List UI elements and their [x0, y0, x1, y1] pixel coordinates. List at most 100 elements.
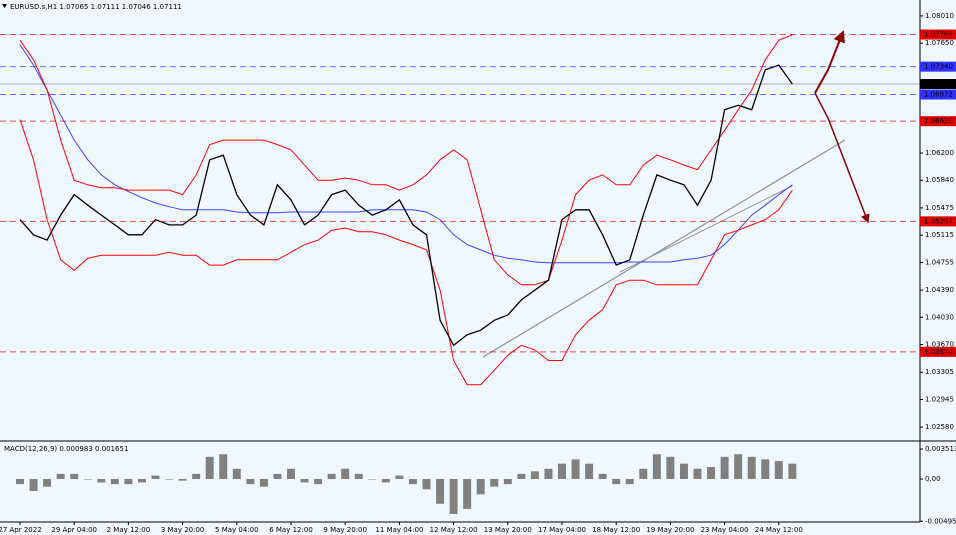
price-tag-label: 1.06620: [924, 117, 953, 125]
macd-bar: [666, 456, 675, 480]
macd-bar: [408, 479, 417, 485]
y-tick-label: -0.004953: [925, 517, 956, 525]
macd-bar: [761, 459, 770, 480]
price-tag-label: 1.03574: [924, 348, 953, 356]
price-tag-label: 1.07111: [924, 80, 953, 88]
x-tick-label: 29 Apr 04:00: [51, 526, 97, 534]
x-tick-label: 2 May 12:00: [107, 526, 151, 534]
macd-bar: [273, 473, 282, 480]
macd-bar: [476, 479, 485, 495]
y-tick-label: 0.00: [925, 475, 941, 483]
x-tick-label: 5 May 04:00: [215, 526, 259, 534]
macd-bar: [232, 468, 241, 480]
macd-bar: [16, 479, 24, 485]
macd-bar: [693, 468, 702, 480]
macd-bar: [422, 479, 431, 490]
menu-triangle: [2, 4, 7, 8]
y-tick-label: 1.05475: [925, 204, 954, 212]
price-tag: [920, 29, 956, 40]
x-tick-label: 6 May 12:00: [269, 526, 313, 534]
y-tick-label: 1.05840: [925, 176, 954, 184]
macd-bar: [137, 479, 146, 483]
x-tick-label: 27 Apr 2022: [0, 526, 42, 534]
y-tick-label: 1.02945: [925, 395, 954, 403]
x-tick-label: 3 May 20:00: [161, 526, 205, 534]
macd-title: MACD(12,26,9) 0.000983 0.001651: [4, 445, 128, 453]
price-line: [19, 64, 793, 347]
y-tick-label: 1.04390: [925, 286, 954, 294]
macd-bar: [652, 454, 661, 480]
x-tick-label: 23 May 04:00: [701, 526, 749, 534]
price-tag: [920, 216, 956, 227]
macd-bar: [734, 454, 743, 480]
y-tick-label: 1.04030: [925, 313, 954, 321]
macd-bar: [368, 479, 377, 480]
price-tag-label: 1.07764: [924, 31, 953, 39]
macd-bar: [110, 479, 119, 485]
macd-bar: [530, 471, 539, 480]
macd-bar: [788, 463, 797, 480]
macd-bar: [598, 473, 607, 480]
macd-bar: [192, 473, 201, 480]
macd-bar: [449, 479, 458, 514]
macd-bar: [585, 463, 594, 480]
macd-bar: [612, 479, 621, 485]
y-tick-label: 0.003513: [925, 445, 956, 453]
price-tag-label: 1.06972: [924, 91, 953, 99]
macd-bar: [287, 468, 295, 480]
macd-bar: [517, 473, 526, 480]
macd-bar: [503, 479, 512, 485]
x-tick-label: 18 May 12:00: [592, 526, 640, 534]
price-tag: [920, 78, 956, 89]
macd-bar: [747, 456, 756, 480]
macd-bar: [774, 461, 783, 480]
trend-line: [482, 139, 846, 358]
y-tick-label: 1.03670: [925, 341, 954, 349]
price-tag: [920, 61, 956, 72]
macd-bar: [205, 456, 214, 480]
macd-bar: [246, 479, 255, 485]
price-line: [19, 119, 793, 386]
y-tick-label: 1.02580: [925, 423, 954, 431]
x-tick-label: 9 May 20:00: [323, 526, 367, 534]
macd-bar: [259, 479, 268, 487]
chart-title: EURUSD.s,H1 1.07065 1.07111 1.07046 1.07…: [10, 3, 182, 11]
price-line: [19, 34, 793, 286]
macd-bar: [679, 463, 688, 480]
price-tag: [920, 116, 956, 127]
x-tick-label: 11 May 04:00: [375, 526, 423, 534]
y-tick-label: 1.08010: [925, 12, 954, 20]
macd-bar: [56, 473, 65, 480]
macd-bar: [124, 479, 133, 485]
macd-bar: [395, 475, 404, 480]
macd-bar: [300, 479, 309, 483]
y-tick-label: 1.04755: [925, 258, 954, 266]
macd-bar: [571, 459, 580, 480]
macd-bar: [436, 479, 445, 504]
y-tick-label: 1.06200: [925, 149, 954, 157]
macd-bar: [219, 454, 228, 480]
macd-bar: [341, 468, 350, 480]
trend-line: [619, 185, 793, 273]
y-tick-label: 1.07650: [925, 39, 954, 47]
x-tick-label: 12 May 12:00: [430, 526, 478, 534]
projection-arrow-up: [814, 30, 845, 94]
price-tag-label: 1.07340: [924, 63, 953, 71]
macd-bar: [327, 473, 336, 480]
macd-bar: [558, 463, 566, 480]
macd-bar: [490, 479, 499, 487]
macd-bar: [720, 456, 729, 480]
macd-bar: [97, 479, 106, 483]
macd-bar: [29, 479, 38, 491]
macd-bar: [70, 473, 79, 480]
macd-bar: [625, 479, 634, 485]
x-tick-label: 19 May 20:00: [646, 526, 694, 534]
macd-bar: [639, 468, 648, 480]
price-tag-label: 1.05297: [924, 217, 953, 225]
price-tag: [920, 346, 956, 357]
macd-bar: [151, 475, 160, 480]
macd-bar: [707, 467, 716, 480]
macd-bar: [544, 468, 553, 480]
price-line: [19, 44, 793, 264]
